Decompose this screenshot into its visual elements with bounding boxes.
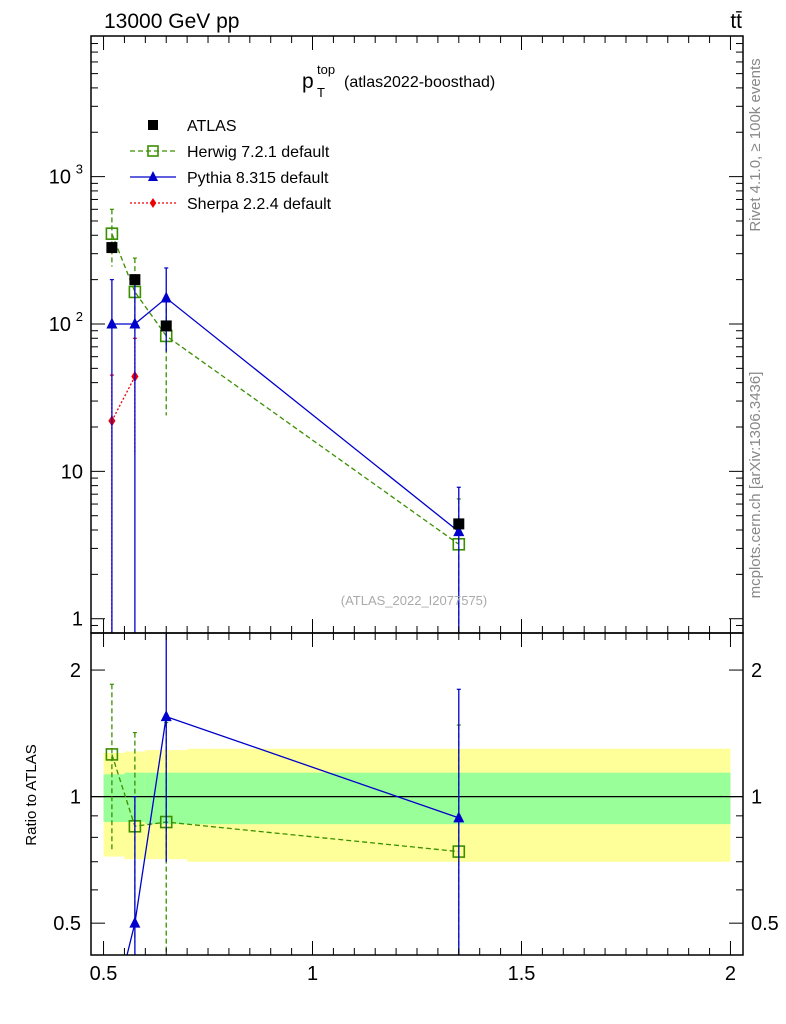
x-tick-label: 1.5: [508, 963, 536, 985]
legend-marker: [148, 171, 158, 181]
main-axis-ticks: 1 10 10 2 10 3: [49, 35, 743, 634]
y-tick-label: 1: [72, 609, 83, 631]
main-series-pythia: [106, 267, 465, 633]
title-sup: top: [317, 62, 335, 77]
ratio-herwig-point: [105, 748, 119, 761]
process-label: tt̄: [730, 10, 742, 33]
main-pythia-point: [160, 291, 172, 303]
ratio-y-tick-label: 0.5: [53, 913, 81, 935]
ratio-pythia-point: [129, 916, 141, 928]
main-pythia-point: [453, 525, 465, 537]
main-herwig-point: [105, 227, 119, 240]
title-rest: (atlas2022-boosthad): [344, 74, 495, 91]
ratio-band-segment: [145, 772, 731, 825]
legend-item-pythia: Pythia 8.315 default: [130, 170, 329, 187]
ratio-pythia-point: [160, 710, 172, 722]
ratio-y-tick-label-right: 2: [751, 660, 762, 682]
y-tick-label: 10: [49, 167, 71, 189]
main-atlas-point: [453, 518, 465, 530]
ratio-pythia-line: [126, 715, 460, 955]
main-series-herwig: [105, 208, 466, 633]
legend-item-herwig: Herwig 7.2.1 default: [130, 144, 330, 161]
title-main: p: [302, 70, 314, 93]
rivet-label: Rivet 4.1.0, ≥ 100k events: [747, 58, 764, 231]
y-tick-exponent: 2: [76, 309, 83, 324]
legend-label: Pythia 8.315 default: [187, 170, 329, 187]
energy-label: 13000 GeV pp: [104, 10, 239, 33]
ratio-y-tick-label: 1: [70, 787, 81, 809]
ratio-plot-area: [91, 633, 743, 955]
main-panel: 1 10 10 2 10 3: [49, 35, 744, 634]
ratio-y-tick-label: 2: [70, 660, 81, 682]
mcplots-label: mcplots.cern.ch [arXiv:1306.3436]: [747, 372, 764, 599]
ratio-band-segment: [103, 774, 125, 823]
x-tick-label: 2: [725, 963, 736, 985]
legend-marker: [147, 145, 159, 157]
ratio-pythia-point: [453, 811, 465, 823]
x-tick-label: 0.5: [90, 963, 118, 985]
legend-item-atlas: ATLAS: [148, 118, 237, 135]
ratio-axis-ticks: 0.5 0.5 1 1 2 2 0.5 1 1.5 2: [53, 633, 779, 985]
ratio-band-statistical: [103, 772, 731, 825]
main-series-atlas: [106, 242, 465, 530]
x-tick-label: 1: [307, 963, 318, 985]
legend-item-sherpa: Sherpa 2.2.4 default: [130, 196, 332, 213]
plot-title: p top T (atlas2022-boosthad): [302, 62, 495, 100]
main-atlas-point: [160, 320, 172, 332]
y-tick-exponent: 3: [76, 162, 83, 177]
y-tick-label: 10: [61, 461, 83, 483]
title-sub: T: [317, 85, 325, 100]
main-pythia-point: [106, 317, 118, 329]
ratio-y-tick-label-right: 0.5: [751, 913, 779, 935]
y-tick-label: 10: [49, 314, 71, 336]
main-sherpa-line: [111, 376, 136, 422]
analysis-watermark: (ATLAS_2022_I2077575): [341, 593, 487, 608]
main-pythia-line: [111, 297, 460, 533]
legend-label: ATLAS: [187, 118, 237, 135]
main-herwig-line: [111, 233, 460, 545]
main-pythia-point: [129, 317, 141, 329]
legend-label: Herwig 7.2.1 default: [187, 144, 330, 161]
ratio-series-pythia: [126, 633, 465, 955]
ratio-ylabel: Ratio to ATLAS: [23, 744, 40, 845]
main-atlas-point: [129, 274, 141, 286]
main-atlas-point: [106, 242, 118, 254]
legend-marker: [149, 198, 157, 208]
main-series-sherpa: [108, 337, 139, 633]
ratio-panel: 0.5 0.5 1 1 2 2 0.5 1 1.5 2: [53, 632, 779, 985]
legend-label: Sherpa 2.2.4 default: [187, 196, 332, 213]
main-plot-area: [105, 208, 466, 633]
legend: ATLAS Herwig 7.2.1 default Pythia 8.315 de…: [130, 118, 332, 213]
legend-marker: [148, 120, 158, 130]
ratio-y-tick-label-right: 1: [751, 787, 762, 809]
